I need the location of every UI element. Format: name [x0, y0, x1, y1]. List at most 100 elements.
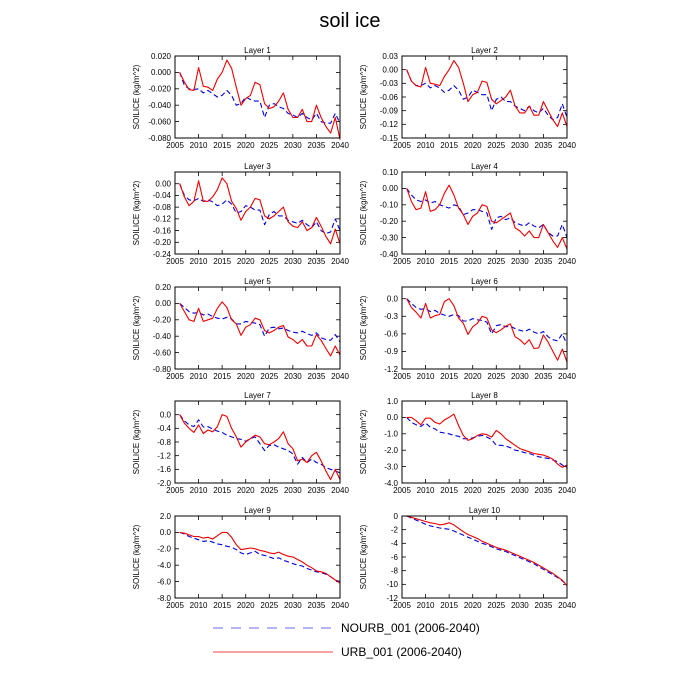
- panel-title: Layer 10: [469, 506, 501, 515]
- y-tick-label: -0.20: [153, 238, 172, 247]
- y-tick-label: -2.0: [384, 446, 398, 455]
- y-axis-label: SOILICE (kg/m^2): [132, 180, 141, 245]
- x-tick-label: 2020: [237, 486, 255, 495]
- x-tick-label: 2010: [417, 601, 435, 610]
- x-tick-label: 2020: [464, 257, 482, 266]
- y-tick-label: -0.30: [380, 233, 399, 242]
- series-line-nourb: [406, 69, 568, 121]
- panel-title: Layer 6: [471, 277, 498, 286]
- x-tick-label: 2030: [511, 601, 529, 610]
- y-tick-label: -0.020: [148, 85, 171, 94]
- x-tick-label: 2035: [308, 141, 326, 150]
- series-line-nourb: [179, 414, 341, 474]
- plot-frame: [401, 400, 568, 484]
- y-tick-label: -0.040: [148, 101, 171, 110]
- plot-frame: [174, 171, 341, 255]
- x-tick-label: 2010: [190, 601, 208, 610]
- x-tick-label: 2025: [487, 257, 505, 266]
- y-axis-label: SOILICE (kg/m^2): [132, 64, 141, 129]
- y-tick-label: -0.15: [380, 134, 399, 143]
- series-line-urb: [406, 413, 568, 468]
- y-tick-label: -6.0: [157, 577, 171, 586]
- y-tick-label: -0.40: [380, 250, 399, 259]
- x-tick-label: 2020: [464, 372, 482, 381]
- y-tick-label: 0: [394, 512, 399, 521]
- legend-label-nourb: NOURB_001 (2006-2040): [341, 621, 480, 635]
- x-tick-label: 2040: [558, 372, 576, 381]
- x-tick-label: 2015: [213, 601, 231, 610]
- y-tick-label: -6: [391, 553, 399, 562]
- x-tick-label: 2015: [213, 141, 231, 150]
- x-tick-label: 2015: [440, 257, 458, 266]
- y-tick-label: 2.0: [160, 512, 172, 521]
- y-tick-label: 0.0: [387, 295, 399, 304]
- panel-title: Layer 5: [244, 277, 271, 286]
- plot-frame: [401, 286, 568, 370]
- y-tick-label: -4.0: [157, 561, 171, 570]
- y-tick-label: 0.00: [382, 184, 398, 193]
- x-tick-label: 2010: [417, 486, 435, 495]
- panel-title: Layer 4: [471, 162, 498, 171]
- x-tick-label: 2005: [166, 486, 184, 495]
- panel-layer-5: Layer 5 -0.80 -0.60 -0.40 -0.20 0.00 0.20 2005 2…: [132, 277, 349, 381]
- y-tick-label: -4: [391, 539, 399, 548]
- x-tick-label: 2015: [440, 486, 458, 495]
- y-tick-label: -0.06: [380, 93, 399, 102]
- y-tick-label: 0.03: [382, 52, 398, 61]
- y-tick-label: -0.60: [153, 348, 172, 357]
- x-tick-label: 2015: [213, 486, 231, 495]
- x-tick-label: 2005: [166, 601, 184, 610]
- y-tick-label: 0.0: [160, 410, 172, 419]
- y-tick-label: -1.0: [384, 430, 398, 439]
- y-axis-label: SOILICE (kg/m^2): [132, 524, 141, 589]
- y-tick-label: -0.20: [153, 316, 172, 325]
- series-line-nourb: [179, 183, 341, 235]
- y-tick-label: 0.0: [387, 413, 399, 422]
- y-tick-label: -0.12: [153, 215, 172, 224]
- x-tick-label: 2040: [331, 372, 349, 381]
- series-line-nourb: [179, 72, 341, 124]
- y-tick-label: -10: [386, 580, 398, 589]
- y-tick-label: -12: [386, 594, 398, 603]
- y-tick-label: -0.80: [153, 365, 172, 374]
- plot-frame: [401, 55, 568, 139]
- x-tick-label: 2040: [331, 257, 349, 266]
- x-tick-label: 2025: [260, 141, 278, 150]
- x-tick-label: 2035: [535, 486, 553, 495]
- y-tick-label: -0.080: [148, 134, 171, 143]
- x-tick-label: 2035: [308, 486, 326, 495]
- y-tick-label: 1.0: [387, 397, 399, 406]
- x-tick-label: 2020: [237, 372, 255, 381]
- series-line-urb: [406, 60, 568, 128]
- panel-layer-1: Layer 1 -0.080 -0.060 -0.040 -0.020 0.000 0.02…: [132, 46, 349, 150]
- x-tick-label: 2030: [511, 141, 529, 150]
- series-line-urb: [179, 177, 341, 245]
- plot-frame: [174, 55, 341, 139]
- y-tick-label: -2: [391, 525, 399, 534]
- panel-layer-2: Layer 2 -0.15 -0.12 -0.09 -0.06 -0.03 0.00 0.03…: [359, 46, 576, 150]
- plot-frame: [174, 400, 341, 484]
- y-axis-label: SOILICE (kg/m^2): [359, 524, 368, 589]
- y-tick-label: 0.00: [155, 299, 171, 308]
- series-line-urb: [406, 298, 568, 363]
- x-tick-label: 2035: [308, 601, 326, 610]
- plot-frame: [174, 515, 341, 599]
- panel-title: Layer 9: [244, 506, 271, 515]
- series-line-nourb: [406, 515, 568, 585]
- y-tick-label: -0.09: [380, 106, 399, 115]
- x-tick-label: 2025: [260, 372, 278, 381]
- series-line-urb: [406, 515, 568, 587]
- x-tick-label: 2035: [308, 257, 326, 266]
- x-tick-label: 2025: [260, 486, 278, 495]
- x-tick-label: 2030: [284, 141, 302, 150]
- series-line-nourb: [406, 417, 568, 469]
- y-tick-label: -2.0: [157, 545, 171, 554]
- x-tick-label: 2015: [213, 372, 231, 381]
- x-tick-label: 2040: [331, 486, 349, 495]
- plot-frame: [401, 171, 568, 255]
- y-tick-label: 0.000: [151, 68, 172, 77]
- x-tick-label: 2025: [487, 372, 505, 381]
- x-tick-label: 2005: [393, 141, 411, 150]
- x-tick-label: 2005: [166, 257, 184, 266]
- x-tick-label: 2030: [284, 486, 302, 495]
